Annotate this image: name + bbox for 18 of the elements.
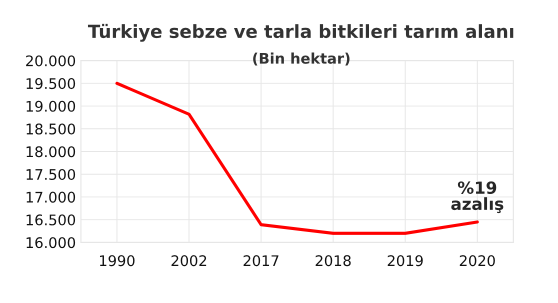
- chart-subtitle: (Bin hektar): [253, 52, 350, 66]
- y-tick-label: 19.500: [26, 78, 76, 90]
- x-tick-label: 2017: [244, 255, 278, 266]
- annotation: %19 azalış: [451, 181, 504, 214]
- x-tick-label: 2002: [172, 255, 206, 266]
- y-tick-label: 16.500: [26, 214, 76, 226]
- x-tick-label: 2018: [316, 255, 351, 266]
- y-tick-label: 16.000: [26, 237, 76, 248]
- y-tick-label: 17.500: [26, 168, 76, 180]
- x-tick-label: 2020: [460, 255, 495, 266]
- y-tick-label: 19.000: [26, 100, 76, 112]
- y-tick-label: 18.000: [26, 146, 76, 158]
- chart-title: Türkiye sebze ve tarla bitkileri tarım alanı: [88, 24, 514, 42]
- y-tick-label: 17.000: [26, 192, 76, 203]
- x-tick-label: 1990: [100, 255, 135, 266]
- x-tick-label: 2019: [388, 255, 423, 266]
- y-tick-label: 18.500: [26, 123, 76, 135]
- y-tick-label: 20.000: [26, 55, 76, 66]
